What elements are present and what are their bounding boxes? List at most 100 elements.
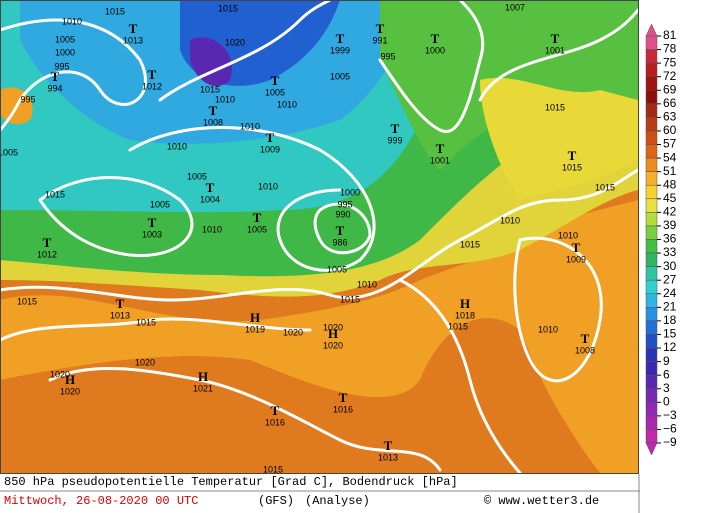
isobar-label: 995 [54,61,69,71]
scale-label: −6 [663,422,677,436]
color-band [645,415,658,430]
center-pressure: 1001 [545,45,565,55]
color-scale: 8178757269666360575451484542393633302724… [645,23,677,456]
center-letter: T [206,180,215,195]
isobar-label: 1005 [0,147,18,157]
scale-label: 27 [663,272,677,286]
center-pressure: 1012 [142,81,162,91]
isobar-label: 995 [380,51,395,61]
caption-box [0,474,640,513]
isobar-label: 1015 [460,239,480,249]
isobar-label: 990 [335,209,350,219]
isobar-label: 1015 [595,182,615,192]
center-pressure: 1000 [425,45,445,55]
center-pressure: 1008 [203,117,223,127]
center-letter: T [551,31,560,46]
color-band [645,266,658,281]
color-band [645,157,658,172]
scale-label: 21 [663,300,677,314]
isobar-label: 1020 [323,322,343,332]
center-pressure: 1020 [60,386,80,396]
scale-label: −9 [663,435,677,449]
center-letter: T [209,103,218,118]
color-band [645,239,658,254]
color-band [645,144,658,159]
center-letter: T [148,215,157,230]
center-letter: T [568,148,577,163]
center-letter: T [339,390,348,405]
center-pressure: 1009 [566,254,586,264]
isobar-label: 1000 [340,187,360,197]
scale-label: 9 [663,354,670,368]
color-band [645,225,658,240]
isobar-label: 1005 [55,34,75,44]
color-band [645,171,658,186]
color-band [645,103,658,118]
scale-label: 18 [663,313,677,327]
center-letter: T [266,130,275,145]
center-pressure: 1001 [430,155,450,165]
center-pressure: 994 [47,83,62,93]
center-pressure: 1009 [260,144,280,154]
center-pressure: 991 [372,35,387,45]
scale-label: 54 [663,150,677,164]
color-band [645,361,658,376]
center-pressure: 1015 [562,162,582,172]
center-pressure: 999 [387,135,402,145]
color-band [645,62,658,77]
center-letter: H [460,296,470,311]
scale-label: 24 [663,286,677,300]
isobar-label: 1010 [62,16,82,26]
isobar-label: 1010 [167,141,187,151]
color-band [645,320,658,335]
isobar-label: 1020 [283,327,303,337]
scale-label: 63 [663,110,677,124]
color-band [645,252,658,267]
color-band [645,279,658,295]
isobar-label: 1015 [136,317,156,327]
scale-label: 15 [663,327,677,341]
isobar-label: 1020 [135,357,155,367]
center-pressure: 1013 [110,310,130,320]
center-pressure: 1008 [575,345,595,355]
scale-label: 66 [663,96,677,110]
color-band [645,307,658,322]
isobar-label: 995 [20,94,35,104]
isobar-label: 1010 [558,230,578,240]
color-band [645,388,658,403]
center-pressure: 1019 [245,324,265,334]
isobar-label: 1015 [448,321,468,331]
scale-label: 12 [663,340,677,354]
scale-label: 72 [663,69,677,83]
scale-label: 0 [663,394,670,408]
isobar-label: 1010 [500,215,520,225]
scale-label: −3 [663,408,677,422]
isobar-label: 1010 [357,279,377,289]
isobar-label: 1015 [263,464,283,474]
center-pressure: 1005 [247,224,267,234]
scale-label: 57 [663,137,677,151]
caption-copyright: © www.wetter3.de [484,494,599,508]
center-letter: T [384,438,393,453]
center-letter: T [431,31,440,46]
map-labels: T1013T1012T994T1008T1005T1009T1004T1003T… [0,2,615,474]
isobars [0,0,638,473]
map-frame [0,0,639,474]
caption-title: 850 hPa pseudopotentielle Temperatur [Gr… [4,475,458,489]
isobar-label: 1015 [200,84,220,94]
isobar-label: 1005 [187,171,207,181]
isobar-label: 1015 [45,189,65,199]
center-letter: H [198,369,208,384]
center-pressure: 986 [332,237,347,247]
scale-label: 45 [663,191,677,205]
scale-label: 6 [663,367,670,381]
color-band [645,402,658,417]
caption-model: (GFS) [258,494,294,508]
center-pressure: 1003 [142,229,162,239]
center-pressure: 1021 [193,383,213,393]
scale-label: 48 [663,177,677,191]
caption-analysis: (Analyse) [305,494,370,508]
color-band [645,374,658,389]
scale-label: 36 [663,232,677,246]
color-band [645,117,658,132]
